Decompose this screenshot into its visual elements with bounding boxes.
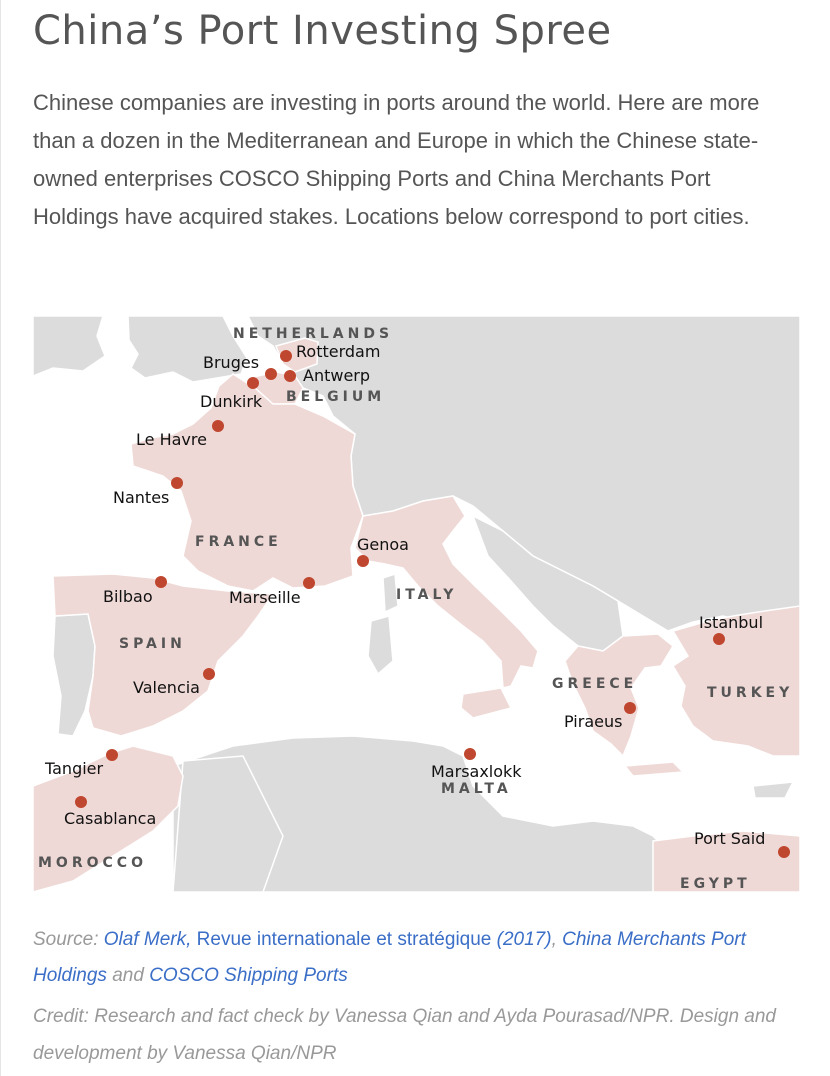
port-label-istanbul: Istanbul — [699, 613, 763, 632]
land-england — [127, 316, 248, 383]
port-label-bilbao: Bilbao — [103, 587, 153, 606]
source-note: Source: Olaf Merk, Revue internationale … — [33, 922, 813, 994]
land-layer — [33, 316, 800, 892]
shape-spain — [52, 573, 275, 737]
port-label-le-havre: Le Havre — [136, 430, 207, 449]
port-label-dunkirk: Dunkirk — [200, 392, 263, 411]
country-label-greece: GREECE — [552, 676, 637, 692]
port-marker-nantes[interactable] — [171, 477, 183, 489]
port-marker-piraeus[interactable] — [624, 702, 636, 714]
shape-egypt — [652, 830, 800, 892]
port-marker-le-havre[interactable] — [212, 420, 224, 432]
port-marker-istanbul[interactable] — [713, 633, 725, 645]
shape-greece — [564, 633, 674, 758]
country-label-morocco: MOROCCO — [38, 855, 147, 871]
port-label-nantes: Nantes — [113, 488, 169, 507]
country-label-malta: MALTA — [441, 781, 512, 797]
country-label-egypt: EGYPT — [680, 876, 751, 892]
port-marker-valencia[interactable] — [203, 668, 215, 680]
country-label-france: FRANCE — [195, 534, 282, 550]
source-link-year[interactable]: (2017) — [496, 929, 552, 950]
port-label-piraeus: Piraeus — [564, 712, 622, 731]
land-sardinia — [367, 615, 394, 676]
port-marker-port-said[interactable] — [778, 846, 790, 858]
port-labels: Rotterdam Bruges Antwerp Dunkirk Le Havr… — [44, 342, 765, 848]
shape-sicily — [460, 687, 513, 719]
map-svg: NETHERLANDS BELGIUM FRANCE SPAIN ITALY G… — [33, 316, 800, 892]
page-title: China’s Port Investing Spree — [33, 8, 612, 54]
shape-morocco — [33, 745, 184, 892]
port-label-antwerp: Antwerp — [303, 366, 370, 385]
port-label-casablanca: Casablanca — [64, 809, 156, 828]
port-label-rotterdam: Rotterdam — [296, 342, 380, 361]
land-north-africa — [172, 735, 800, 892]
source-link-cosco[interactable]: COSCO Shipping Ports — [149, 965, 348, 986]
port-label-valencia: Valencia — [133, 678, 200, 697]
port-label-port-said: Port Said — [694, 829, 765, 848]
land-algeria — [172, 755, 284, 892]
highlight-layer — [33, 337, 800, 892]
port-label-marseille: Marseille — [229, 588, 301, 607]
port-marker-tangier[interactable] — [106, 749, 118, 761]
shape-italy — [354, 495, 539, 689]
source-link-china-merchants[interactable]: China Merchants Port Holdings — [33, 929, 746, 986]
port-label-bruges: Bruges — [203, 353, 259, 372]
land-corsica — [382, 572, 399, 614]
port-marker-marseille[interactable] — [303, 577, 315, 589]
port-marker-marsaxlokk[interactable] — [464, 748, 476, 760]
credit-note: Credit: Research and fact check by Vanes… — [33, 1006, 777, 1064]
shape-crete — [623, 761, 685, 777]
country-label-italy: ITALY — [396, 587, 457, 603]
country-label-spain: SPAIN — [119, 636, 186, 652]
source-link-journal[interactable]: Revue internationale et stratégique — [196, 929, 492, 950]
shape-turkey — [671, 605, 800, 757]
source-label: Source: — [33, 929, 99, 950]
port-marker-antwerp[interactable] — [284, 370, 296, 382]
port-label-marsaxlokk: Marsaxlokk — [431, 762, 522, 781]
country-label-turkey: TURKEY — [707, 685, 793, 701]
shape-france — [130, 373, 364, 592]
port-marker-casablanca[interactable] — [75, 796, 87, 808]
land-cyprus — [752, 781, 795, 799]
country-label-belgium: BELGIUM — [286, 389, 385, 405]
shape-netherlands — [275, 337, 319, 373]
country-labels: NETHERLANDS BELGIUM FRANCE SPAIN ITALY G… — [38, 326, 793, 892]
port-marker-bilbao[interactable] — [155, 576, 167, 588]
land-ireland — [33, 316, 106, 377]
source-link-olaf-merk[interactable]: Olaf Merk, — [103, 929, 192, 950]
ports-map: NETHERLANDS BELGIUM FRANCE SPAIN ITALY G… — [33, 316, 800, 892]
intro-paragraph: Chinese companies are investing in ports… — [33, 90, 760, 229]
port-marker-rotterdam[interactable] — [280, 350, 292, 362]
port-marker-dunkirk[interactable] — [247, 377, 259, 389]
port-marker-genoa[interactable] — [357, 555, 369, 567]
port-marker-bruges[interactable] — [265, 368, 277, 380]
source-and: and — [112, 965, 144, 986]
port-label-genoa: Genoa — [357, 535, 409, 554]
port-markers — [75, 350, 790, 858]
source-comma: , — [551, 929, 557, 950]
port-label-tangier: Tangier — [44, 759, 104, 778]
country-label-netherlands: NETHERLANDS — [233, 326, 393, 342]
